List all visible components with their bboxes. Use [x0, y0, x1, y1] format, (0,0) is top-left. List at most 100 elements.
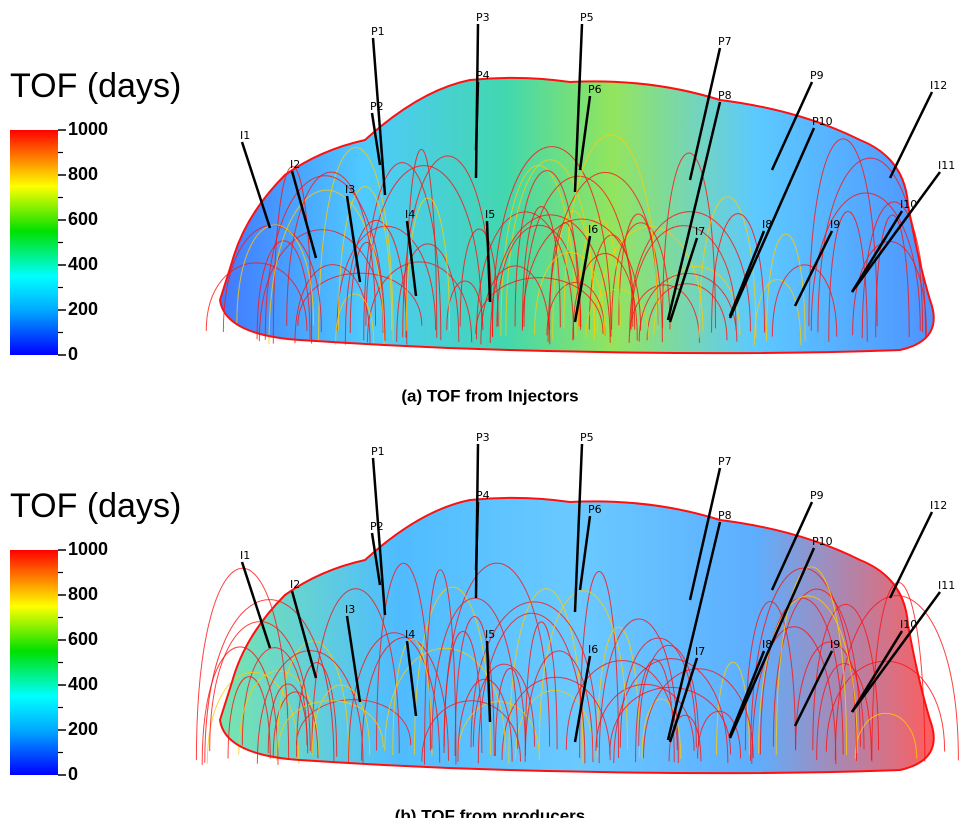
streamline [611, 222, 671, 330]
well-label: P6 [588, 83, 602, 96]
streamline [384, 647, 506, 752]
streamline [753, 279, 802, 345]
streamline [227, 676, 271, 759]
streamline [195, 568, 290, 761]
streamline [363, 162, 442, 341]
well [850, 210, 904, 293]
well-label: P8 [718, 509, 732, 522]
well-label: P4 [476, 69, 490, 82]
well-label: P1 [371, 445, 385, 458]
streamline [619, 637, 697, 748]
streamline [524, 650, 594, 763]
streamline [296, 662, 338, 757]
well [370, 112, 382, 166]
well-label: I2 [290, 578, 300, 591]
streamline [311, 684, 371, 756]
streamline [272, 691, 319, 759]
well [668, 237, 699, 323]
well-label: P9 [810, 69, 824, 82]
streamline [236, 224, 315, 326]
well-label: P6 [588, 503, 602, 516]
streamline [496, 225, 582, 327]
outer-streamlines [218, 76, 935, 355]
streamline [470, 601, 598, 748]
panel: TOF (days) 0 200 400 600 800 1000 P1 P2 P3 P4 P5 P6 P… [10, 11, 955, 405]
streamline [494, 668, 526, 756]
colorbar-tick-label: 1000 [68, 539, 108, 559]
caption: (a) TOF from Injectors [401, 386, 578, 405]
streamline [286, 171, 377, 326]
streamline [508, 588, 584, 764]
well [770, 501, 814, 591]
streamline [241, 647, 308, 746]
well [850, 630, 904, 713]
streamline [579, 570, 620, 758]
streamline [204, 599, 335, 763]
streamline [446, 280, 484, 331]
outer-streamlines [218, 496, 935, 775]
streamline [201, 646, 279, 765]
well [485, 220, 492, 303]
well-label: I5 [485, 628, 495, 641]
well-label: I3 [345, 603, 355, 616]
streamline [572, 253, 638, 341]
streamline [396, 243, 460, 342]
colorbar-tick-label: 1000 [68, 119, 108, 139]
well-label: P7 [718, 35, 732, 48]
colorbar-tick-label: 400 [68, 674, 98, 694]
streamline [596, 226, 704, 332]
streamline [267, 683, 309, 754]
well-label: P2 [370, 520, 384, 533]
well-label: I6 [588, 643, 598, 656]
streamline [515, 690, 595, 759]
well [371, 37, 387, 196]
streamline [810, 192, 921, 331]
streamline [828, 210, 868, 342]
well [240, 561, 272, 649]
well [474, 81, 480, 151]
well-label: P5 [580, 431, 594, 444]
streamline [457, 701, 540, 761]
streamline [646, 283, 728, 341]
well [485, 640, 492, 723]
well-label: I12 [930, 79, 947, 92]
streamline [361, 637, 450, 761]
well-label: I1 [240, 549, 250, 562]
streamline [662, 152, 717, 329]
well-label: I1 [240, 129, 250, 142]
streamline [443, 562, 551, 747]
well [728, 127, 816, 319]
well [290, 590, 318, 679]
streamline [628, 284, 700, 343]
streamline [335, 293, 375, 345]
streamline [641, 698, 682, 759]
well-label: P9 [810, 489, 824, 502]
well-label: I7 [695, 645, 705, 658]
streamline [775, 566, 848, 755]
streamline [715, 661, 750, 756]
well-label: I11 [938, 579, 955, 592]
well-label: I12 [930, 499, 947, 512]
well [888, 511, 934, 599]
well [578, 515, 592, 591]
streamline [585, 288, 649, 338]
streamline [405, 197, 451, 331]
streamline [825, 660, 946, 752]
streamline [771, 264, 838, 337]
streamline [348, 632, 441, 763]
well [573, 235, 592, 323]
well-label: P1 [371, 25, 385, 38]
well [370, 532, 382, 586]
colorbar [10, 550, 58, 775]
streamline [638, 645, 700, 747]
streamline [431, 597, 519, 749]
well [573, 443, 584, 613]
well [345, 195, 362, 283]
streamline [698, 196, 757, 338]
well [850, 171, 942, 293]
well-label: I4 [405, 628, 415, 641]
streamline [588, 234, 636, 330]
well [240, 141, 272, 229]
streamline [454, 616, 495, 757]
streamline [875, 214, 910, 338]
